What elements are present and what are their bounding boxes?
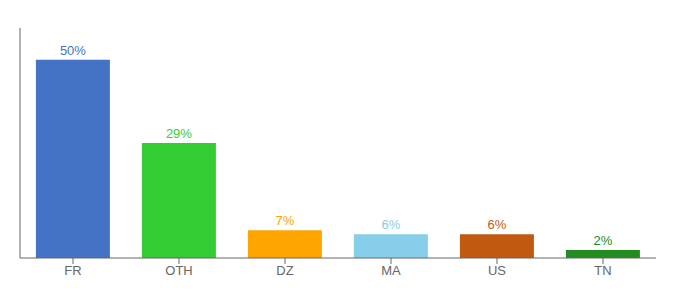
svg-text:OTH: OTH xyxy=(165,263,192,278)
svg-text:2%: 2% xyxy=(594,233,613,248)
svg-text:6%: 6% xyxy=(382,217,401,232)
svg-text:6%: 6% xyxy=(488,217,507,232)
svg-text:MA: MA xyxy=(381,263,401,278)
svg-text:TN: TN xyxy=(594,263,611,278)
svg-text:50%: 50% xyxy=(60,43,86,58)
svg-text:FR: FR xyxy=(64,263,81,278)
svg-text:DZ: DZ xyxy=(276,263,293,278)
svg-text:29%: 29% xyxy=(166,126,192,141)
svg-text:US: US xyxy=(488,263,506,278)
svg-text:7%: 7% xyxy=(276,213,295,228)
